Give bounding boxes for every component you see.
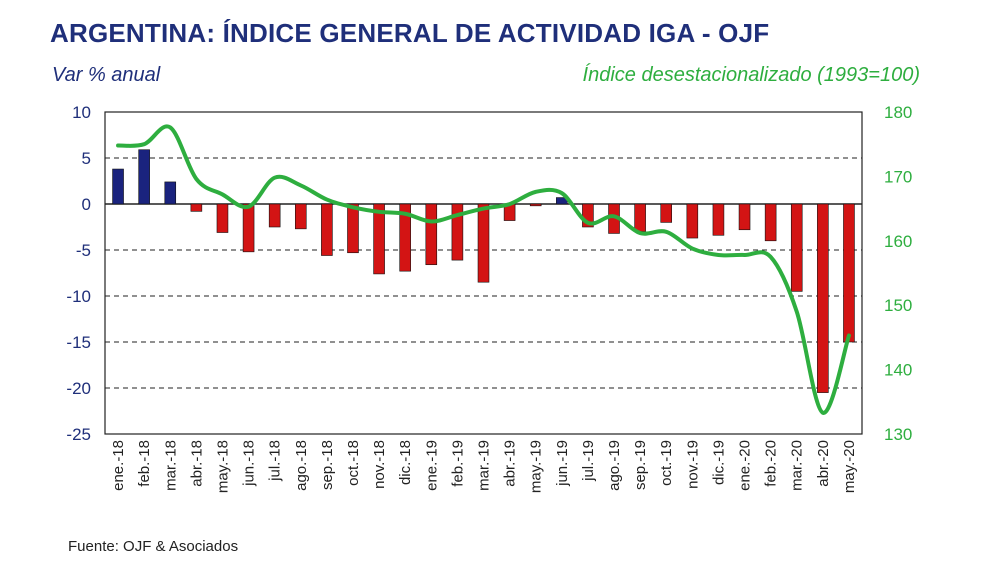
x-tick-label: jul.-18 xyxy=(267,440,284,482)
left-tick-label: -20 xyxy=(66,379,91,398)
x-tick-label: feb.-20 xyxy=(763,440,780,487)
bar xyxy=(790,203,803,292)
line-series xyxy=(116,124,851,415)
x-tick-label: abr.-18 xyxy=(188,440,205,487)
x-tick-label: sep.-18 xyxy=(319,440,336,490)
x-tick-label: mar.-20 xyxy=(789,440,806,491)
x-tick-label: may.-20 xyxy=(841,440,858,493)
bar xyxy=(294,203,307,230)
left-tick-label: 10 xyxy=(72,103,91,122)
left-tick-label: -25 xyxy=(66,425,91,444)
x-tick-label: oct.-19 xyxy=(658,440,675,486)
bar xyxy=(686,203,699,239)
x-tick-label: ene.-20 xyxy=(737,440,754,491)
bar xyxy=(660,203,673,223)
bar xyxy=(164,181,177,205)
bar xyxy=(817,203,829,393)
bar xyxy=(451,203,464,261)
bar xyxy=(529,203,542,207)
bar-series xyxy=(112,149,855,393)
x-tick-label: may.-18 xyxy=(214,440,231,493)
bar xyxy=(712,203,725,236)
x-tick-label: sep.-19 xyxy=(632,440,649,490)
left-tick-label: -10 xyxy=(66,287,91,306)
x-tick-label: feb.-19 xyxy=(449,440,466,487)
bar xyxy=(764,203,777,242)
x-axis-ticks: ene.-18 feb.-18 mar.-18 abr.-18 may.-18 jun.-… xyxy=(110,440,858,493)
x-tick-label: ene.-18 xyxy=(110,440,127,491)
x-tick-label: dic.-18 xyxy=(397,440,414,485)
left-axis-ticks: 10 5 0 -5 -10 -15 -20 -25 xyxy=(66,103,91,444)
bar xyxy=(634,203,646,232)
bar xyxy=(738,203,751,231)
bar xyxy=(321,203,333,256)
bar xyxy=(843,203,855,343)
right-axis-subtitle: Índice desestacionalizado (1993=100) xyxy=(582,64,920,86)
bar xyxy=(425,203,438,266)
x-tick-label: abr.-20 xyxy=(815,440,832,487)
bar xyxy=(242,203,255,253)
bar xyxy=(138,149,150,205)
right-tick-label: 130 xyxy=(884,425,912,444)
right-axis-ticks: 180 170 160 150 140 130 xyxy=(884,103,912,444)
bar xyxy=(216,203,229,233)
x-tick-label: ago.-19 xyxy=(606,440,623,491)
x-tick-label: abr.-19 xyxy=(502,440,519,487)
bar xyxy=(477,203,490,283)
left-tick-label: 5 xyxy=(82,149,91,168)
x-tick-label: nov.-19 xyxy=(684,440,701,489)
x-tick-label: may.-19 xyxy=(528,440,545,493)
right-tick-label: 140 xyxy=(884,361,912,380)
x-tick-label: jun.-18 xyxy=(241,440,258,487)
bar xyxy=(112,168,124,205)
bar xyxy=(399,203,411,272)
bar xyxy=(373,203,385,275)
index-line xyxy=(116,124,851,415)
left-axis-subtitle: Var % anual xyxy=(52,64,161,86)
right-tick-label: 170 xyxy=(884,167,912,186)
x-tick-label: nov.-18 xyxy=(371,440,388,489)
right-tick-label: 180 xyxy=(884,103,912,122)
bar xyxy=(190,203,203,212)
left-tick-label: -15 xyxy=(66,333,91,352)
x-tick-label: ene.-19 xyxy=(423,440,440,491)
plot-frame xyxy=(104,111,863,435)
x-tick-label: ago.-18 xyxy=(293,440,310,491)
x-tick-label: mar.-18 xyxy=(162,440,179,491)
x-tick-label: jul.-19 xyxy=(580,440,597,482)
source-note: Fuente: OJF & Asociados xyxy=(68,538,239,555)
bar xyxy=(347,203,359,254)
x-tick-label: oct.-18 xyxy=(345,440,362,486)
right-tick-label: 160 xyxy=(884,232,912,251)
left-tick-label: -5 xyxy=(76,241,91,260)
right-tick-label: 150 xyxy=(884,296,912,315)
plot-border xyxy=(104,111,863,435)
x-tick-label: dic.-19 xyxy=(710,440,727,485)
left-tick-label: 0 xyxy=(82,195,91,214)
x-tick-label: mar.-19 xyxy=(476,440,493,491)
x-tick-label: feb.-18 xyxy=(136,440,153,487)
x-tick-label: jun.-19 xyxy=(554,440,571,487)
bar xyxy=(268,203,281,228)
chart-title: ARGENTINA: ÍNDICE GENERAL DE ACTIVIDAD I… xyxy=(50,18,770,48)
